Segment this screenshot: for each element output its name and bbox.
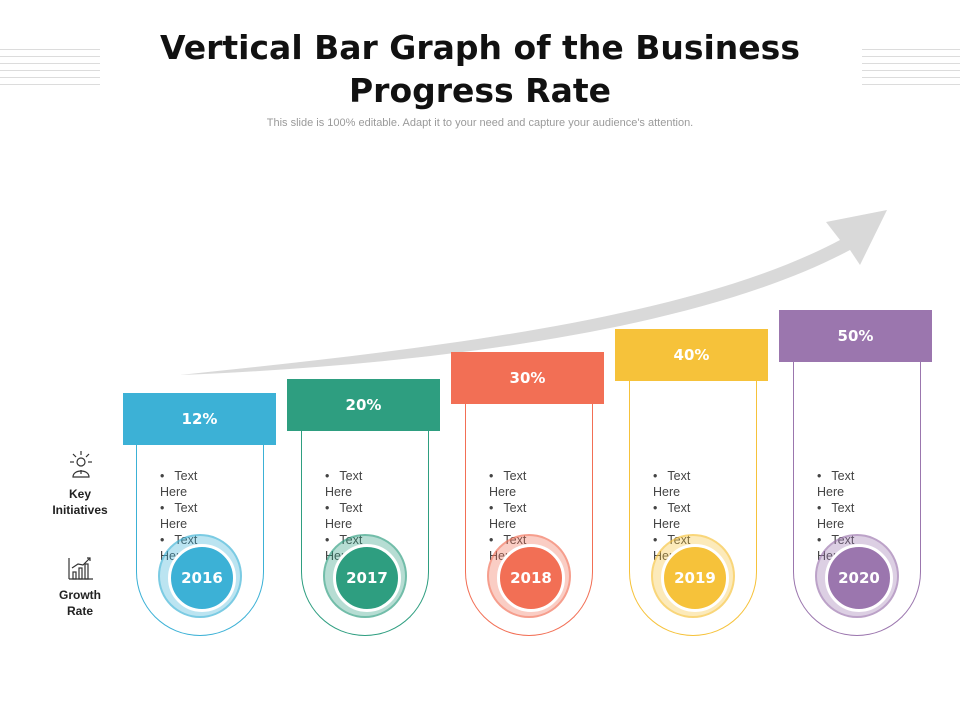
key-initiatives-line2: Initiatives (52, 503, 108, 517)
year-badge: 2019 (661, 544, 729, 612)
bullet-item: Text Here (653, 468, 690, 500)
slide-title-line2: Progress Rate (348, 71, 612, 110)
bullet-item: Text Here (653, 500, 690, 532)
bullet-item: Text Here (325, 500, 362, 532)
year-label: 2017 (346, 569, 388, 587)
growth-rate-line2: Rate (66, 604, 93, 618)
key-initiatives-line1: Key (68, 487, 91, 501)
rate-header: 20% (287, 379, 440, 431)
rate-value: 20% (345, 396, 382, 414)
bullet-item: Text Here (160, 500, 197, 532)
year-badge: 2017 (333, 544, 401, 612)
bullet-item: Text Here (817, 500, 854, 532)
year-ring: 2017 (323, 534, 407, 618)
person-ideas-icon (70, 451, 92, 478)
decor-lines-left (0, 49, 100, 85)
growth-rate-label: Growth Rate (35, 587, 125, 619)
rate-header: 40% (615, 329, 768, 381)
decor-lines-right (862, 49, 960, 85)
slide-subtitle: This slide is 100% editable. Adapt it to… (266, 117, 694, 129)
rate-value: 12% (181, 410, 218, 428)
bullet-item: Text Here (489, 468, 526, 500)
year-ring: 2016 (158, 534, 242, 618)
slide-title-line1: Vertical Bar Graph of the Business (160, 28, 800, 67)
rate-header: 50% (779, 310, 932, 362)
bullet-item: Text Here (160, 468, 197, 500)
key-initiatives-label: Key Initiatives (35, 486, 125, 518)
year-badge: 2018 (497, 544, 565, 612)
bullet-item: Text Here (325, 468, 362, 500)
year-badge: 2016 (168, 544, 236, 612)
rate-header: 30% (451, 352, 604, 404)
slide-title: Vertical Bar Graph of the Business Progr… (0, 26, 960, 112)
rate-header: 12% (123, 393, 276, 445)
rate-value: 30% (509, 369, 546, 387)
year-badge: 2020 (825, 544, 893, 612)
year-ring: 2018 (487, 534, 571, 618)
year-ring: 2020 (815, 534, 899, 618)
rate-value: 40% (673, 346, 710, 364)
year-label: 2020 (838, 569, 880, 587)
bullet-item: Text Here (817, 468, 854, 500)
year-label: 2016 (181, 569, 223, 587)
bullet-item: Text Here (489, 500, 526, 532)
capsule-outline (301, 430, 429, 636)
year-label: 2018 (510, 569, 552, 587)
rate-value: 50% (837, 327, 874, 345)
growth-rate-line1: Growth (59, 588, 101, 602)
bar-chart-growth-icon (68, 557, 93, 580)
year-label: 2019 (674, 569, 716, 587)
year-ring: 2019 (651, 534, 735, 618)
